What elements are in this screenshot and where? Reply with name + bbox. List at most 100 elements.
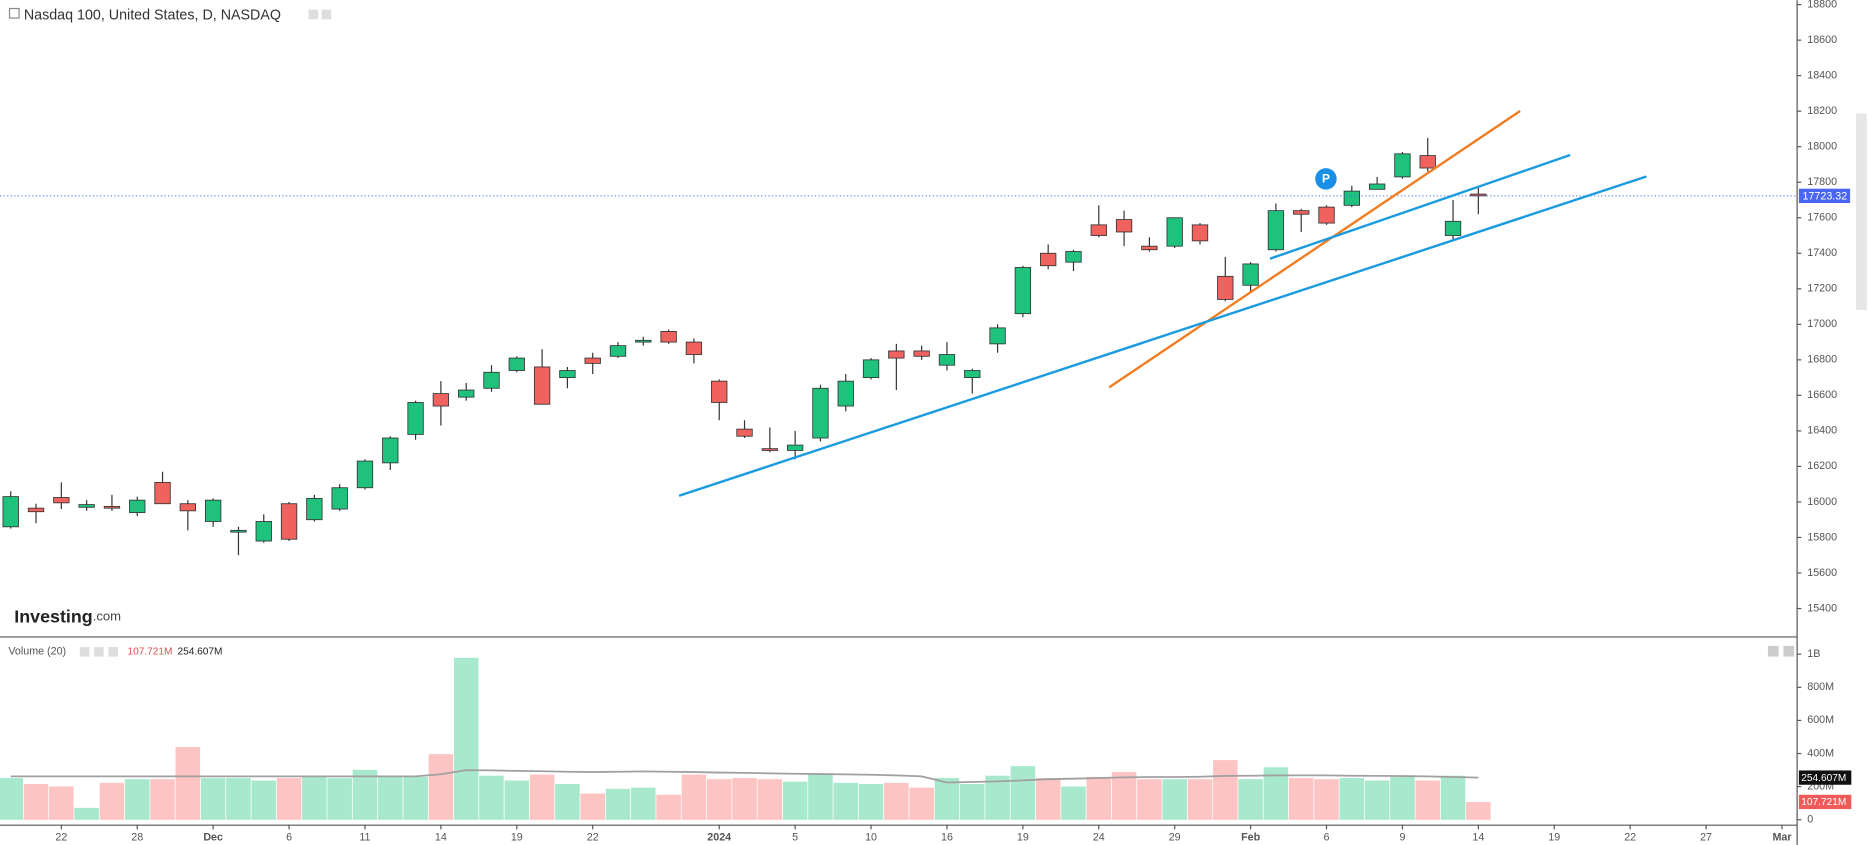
candle-body [584, 357, 601, 364]
volume-bar [200, 778, 226, 820]
volume-bar [1314, 779, 1339, 820]
icon[interactable] [108, 647, 118, 657]
volume-bar [529, 774, 555, 820]
volume-value: 107.721M [127, 647, 172, 658]
icon[interactable] [1767, 645, 1779, 657]
volume-bar [1364, 780, 1390, 820]
candle-body [53, 497, 70, 504]
volume-bar [49, 786, 74, 820]
candle-body [938, 354, 956, 366]
volume-bar [1086, 776, 1112, 820]
volume-bar [1466, 801, 1491, 820]
icon[interactable] [94, 647, 104, 657]
candle-body [78, 504, 95, 508]
icon[interactable] [1783, 645, 1795, 657]
y-tick-label: 800M [1807, 681, 1834, 693]
candle-body [280, 503, 298, 540]
volume-bar [833, 782, 859, 820]
volume-bar [1213, 760, 1238, 820]
volume-bar [656, 794, 681, 820]
y-tick-label: 15400 [1807, 602, 1837, 614]
scrollbar[interactable] [1856, 113, 1867, 310]
icon[interactable] [79, 647, 90, 657]
volume-bar [959, 783, 985, 820]
event-marker[interactable] [1315, 168, 1337, 190]
volume-bar [605, 788, 631, 820]
y-tick-label: 600M [1807, 714, 1834, 726]
candle-body [508, 357, 525, 371]
y-tick-label: 18000 [1807, 141, 1837, 153]
logo-brand: Investing [14, 606, 92, 626]
event-marker-icon: P [1322, 172, 1330, 186]
x-tick-label: 9 [1399, 832, 1405, 844]
x-tick-label: 24 [1093, 832, 1105, 844]
y-tick-label: 400M [1807, 747, 1834, 759]
candle-body [1014, 267, 1032, 315]
trend-line[interactable] [1269, 153, 1571, 260]
y-tick-label: 1B [1807, 648, 1820, 660]
x-tick-label: 10 [865, 832, 877, 844]
y-tick-label: 17200 [1807, 283, 1837, 295]
candle-body [1166, 217, 1183, 247]
volume-bar [1390, 776, 1415, 820]
x-tick-label: 2024 [707, 832, 731, 844]
candle-body [761, 448, 778, 451]
volume-bar [909, 787, 934, 820]
trend-line[interactable] [678, 175, 1647, 497]
candle-body [458, 389, 475, 398]
volume-bar [99, 782, 125, 820]
candle-body [103, 505, 121, 509]
volume-bar [226, 778, 251, 820]
volume-bar [808, 774, 833, 820]
volume-bar [0, 778, 23, 820]
candle-body [1191, 224, 1209, 242]
candle-body [1065, 251, 1082, 263]
candle-body [230, 529, 247, 533]
candle-body [736, 428, 753, 437]
candle-body [888, 350, 905, 359]
y-tick-label: 17400 [1807, 247, 1837, 259]
candle-body [1267, 210, 1285, 251]
y-tick-label: 15800 [1807, 531, 1837, 543]
candle-body [837, 380, 854, 407]
volume-bar [631, 787, 656, 820]
volume-bar [1339, 778, 1365, 820]
logo: Investing.com [14, 606, 121, 626]
y-tick-label: 16600 [1807, 389, 1837, 401]
candle-body [786, 444, 804, 451]
volume-bar [403, 776, 428, 820]
candle-body [711, 380, 728, 403]
x-tick-label: 19 [1548, 832, 1560, 844]
logo-domain: .com [93, 609, 121, 624]
candle-body [382, 437, 399, 464]
volume-bar [985, 775, 1010, 820]
volume-bar [251, 780, 277, 820]
candle-body [635, 339, 652, 343]
trend-line[interactable] [1108, 109, 1521, 389]
y-tick-label: 18400 [1807, 69, 1837, 81]
candle-body [862, 359, 880, 379]
volume-bar [1010, 766, 1036, 820]
volume-bar [934, 778, 960, 820]
volume-bar [706, 779, 732, 820]
candle-body [1141, 245, 1158, 251]
x-tick-label: 11 [359, 832, 370, 844]
volume-bar [555, 783, 580, 820]
collapse-icon[interactable] [8, 7, 20, 19]
volume-bar [681, 774, 707, 820]
volume-bar [1061, 786, 1086, 820]
last-price-badge [1798, 188, 1851, 203]
volume-bar [757, 779, 783, 820]
volume-bar [1035, 778, 1061, 820]
ma-badge [1798, 770, 1852, 785]
y-tick-label: 18800 [1807, 0, 1837, 10]
icon[interactable] [321, 9, 332, 20]
icon[interactable] [308, 9, 319, 20]
x-tick-label: 16 [941, 832, 953, 844]
candle-body [331, 487, 348, 510]
x-tick-label: 22 [55, 832, 67, 844]
volume-bar [858, 783, 884, 820]
volume-bar [124, 779, 150, 820]
